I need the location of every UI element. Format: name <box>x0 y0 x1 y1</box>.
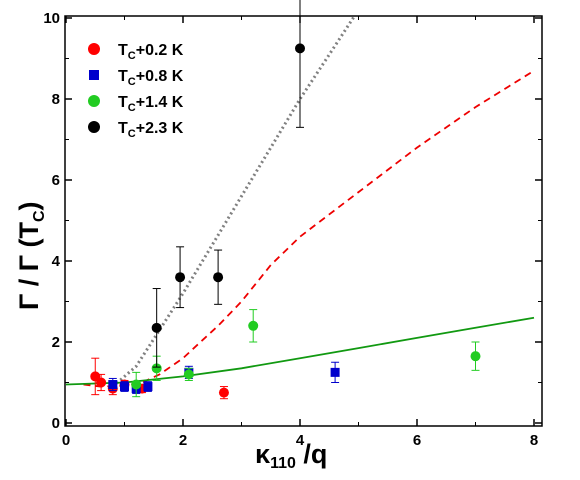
y-tick-label: 4 <box>52 253 61 270</box>
data-point <box>131 379 142 390</box>
dashed-curve <box>83 69 535 388</box>
data-point <box>330 367 340 377</box>
legend-marker <box>88 95 100 107</box>
series-tc-1-4-k <box>131 309 481 398</box>
data-point <box>183 369 194 380</box>
y-tick-label: 0 <box>52 415 60 432</box>
y-tick-label: 6 <box>52 172 60 189</box>
legend-label: TC+0.8 K <box>118 68 184 88</box>
legend-label: TC+2.3 K <box>118 120 184 140</box>
x-axis-title: κ110 /q <box>255 439 327 472</box>
x-tick-label: 2 <box>179 432 187 449</box>
legend: TC+0.2 K TC+0.8 K TC+1.4 K TC+2.3 K <box>88 42 184 140</box>
y-tick-label: 2 <box>52 334 60 351</box>
y-tick-label: 8 <box>52 91 60 108</box>
dotted-curve <box>111 16 357 388</box>
legend-marker <box>88 121 100 133</box>
legend-marker <box>89 70 99 80</box>
x-tick-label: 8 <box>530 432 538 449</box>
x-tick-label: 0 <box>62 432 70 449</box>
data-point <box>218 387 229 398</box>
legend-label: TC+1.4 K <box>118 94 184 114</box>
data-point <box>248 320 259 331</box>
data-point <box>213 272 224 283</box>
data-point <box>151 363 162 374</box>
y-axis-title: Γ / Γ (TC) <box>14 201 48 310</box>
legend-marker <box>88 43 100 55</box>
data-point <box>295 43 305 54</box>
solid-curve <box>65 316 535 386</box>
model-curves <box>65 16 535 388</box>
data-point <box>175 272 186 283</box>
axis-ticks: 0 2 4 6 8 0 2 4 6 8 10 <box>43 10 542 449</box>
x-tick-label: 4 <box>296 432 305 449</box>
data-point <box>470 351 481 362</box>
data-point <box>108 380 118 390</box>
data-point <box>143 382 153 392</box>
data-point <box>96 377 107 388</box>
data-point <box>120 382 129 392</box>
x-tick-label: 6 <box>413 432 421 449</box>
series-tc-2-3-k <box>151 0 305 368</box>
data-point <box>151 322 162 333</box>
legend-label: TC+0.2 K <box>118 42 184 62</box>
y-tick-label: 10 <box>43 10 60 27</box>
data-points <box>90 0 481 400</box>
